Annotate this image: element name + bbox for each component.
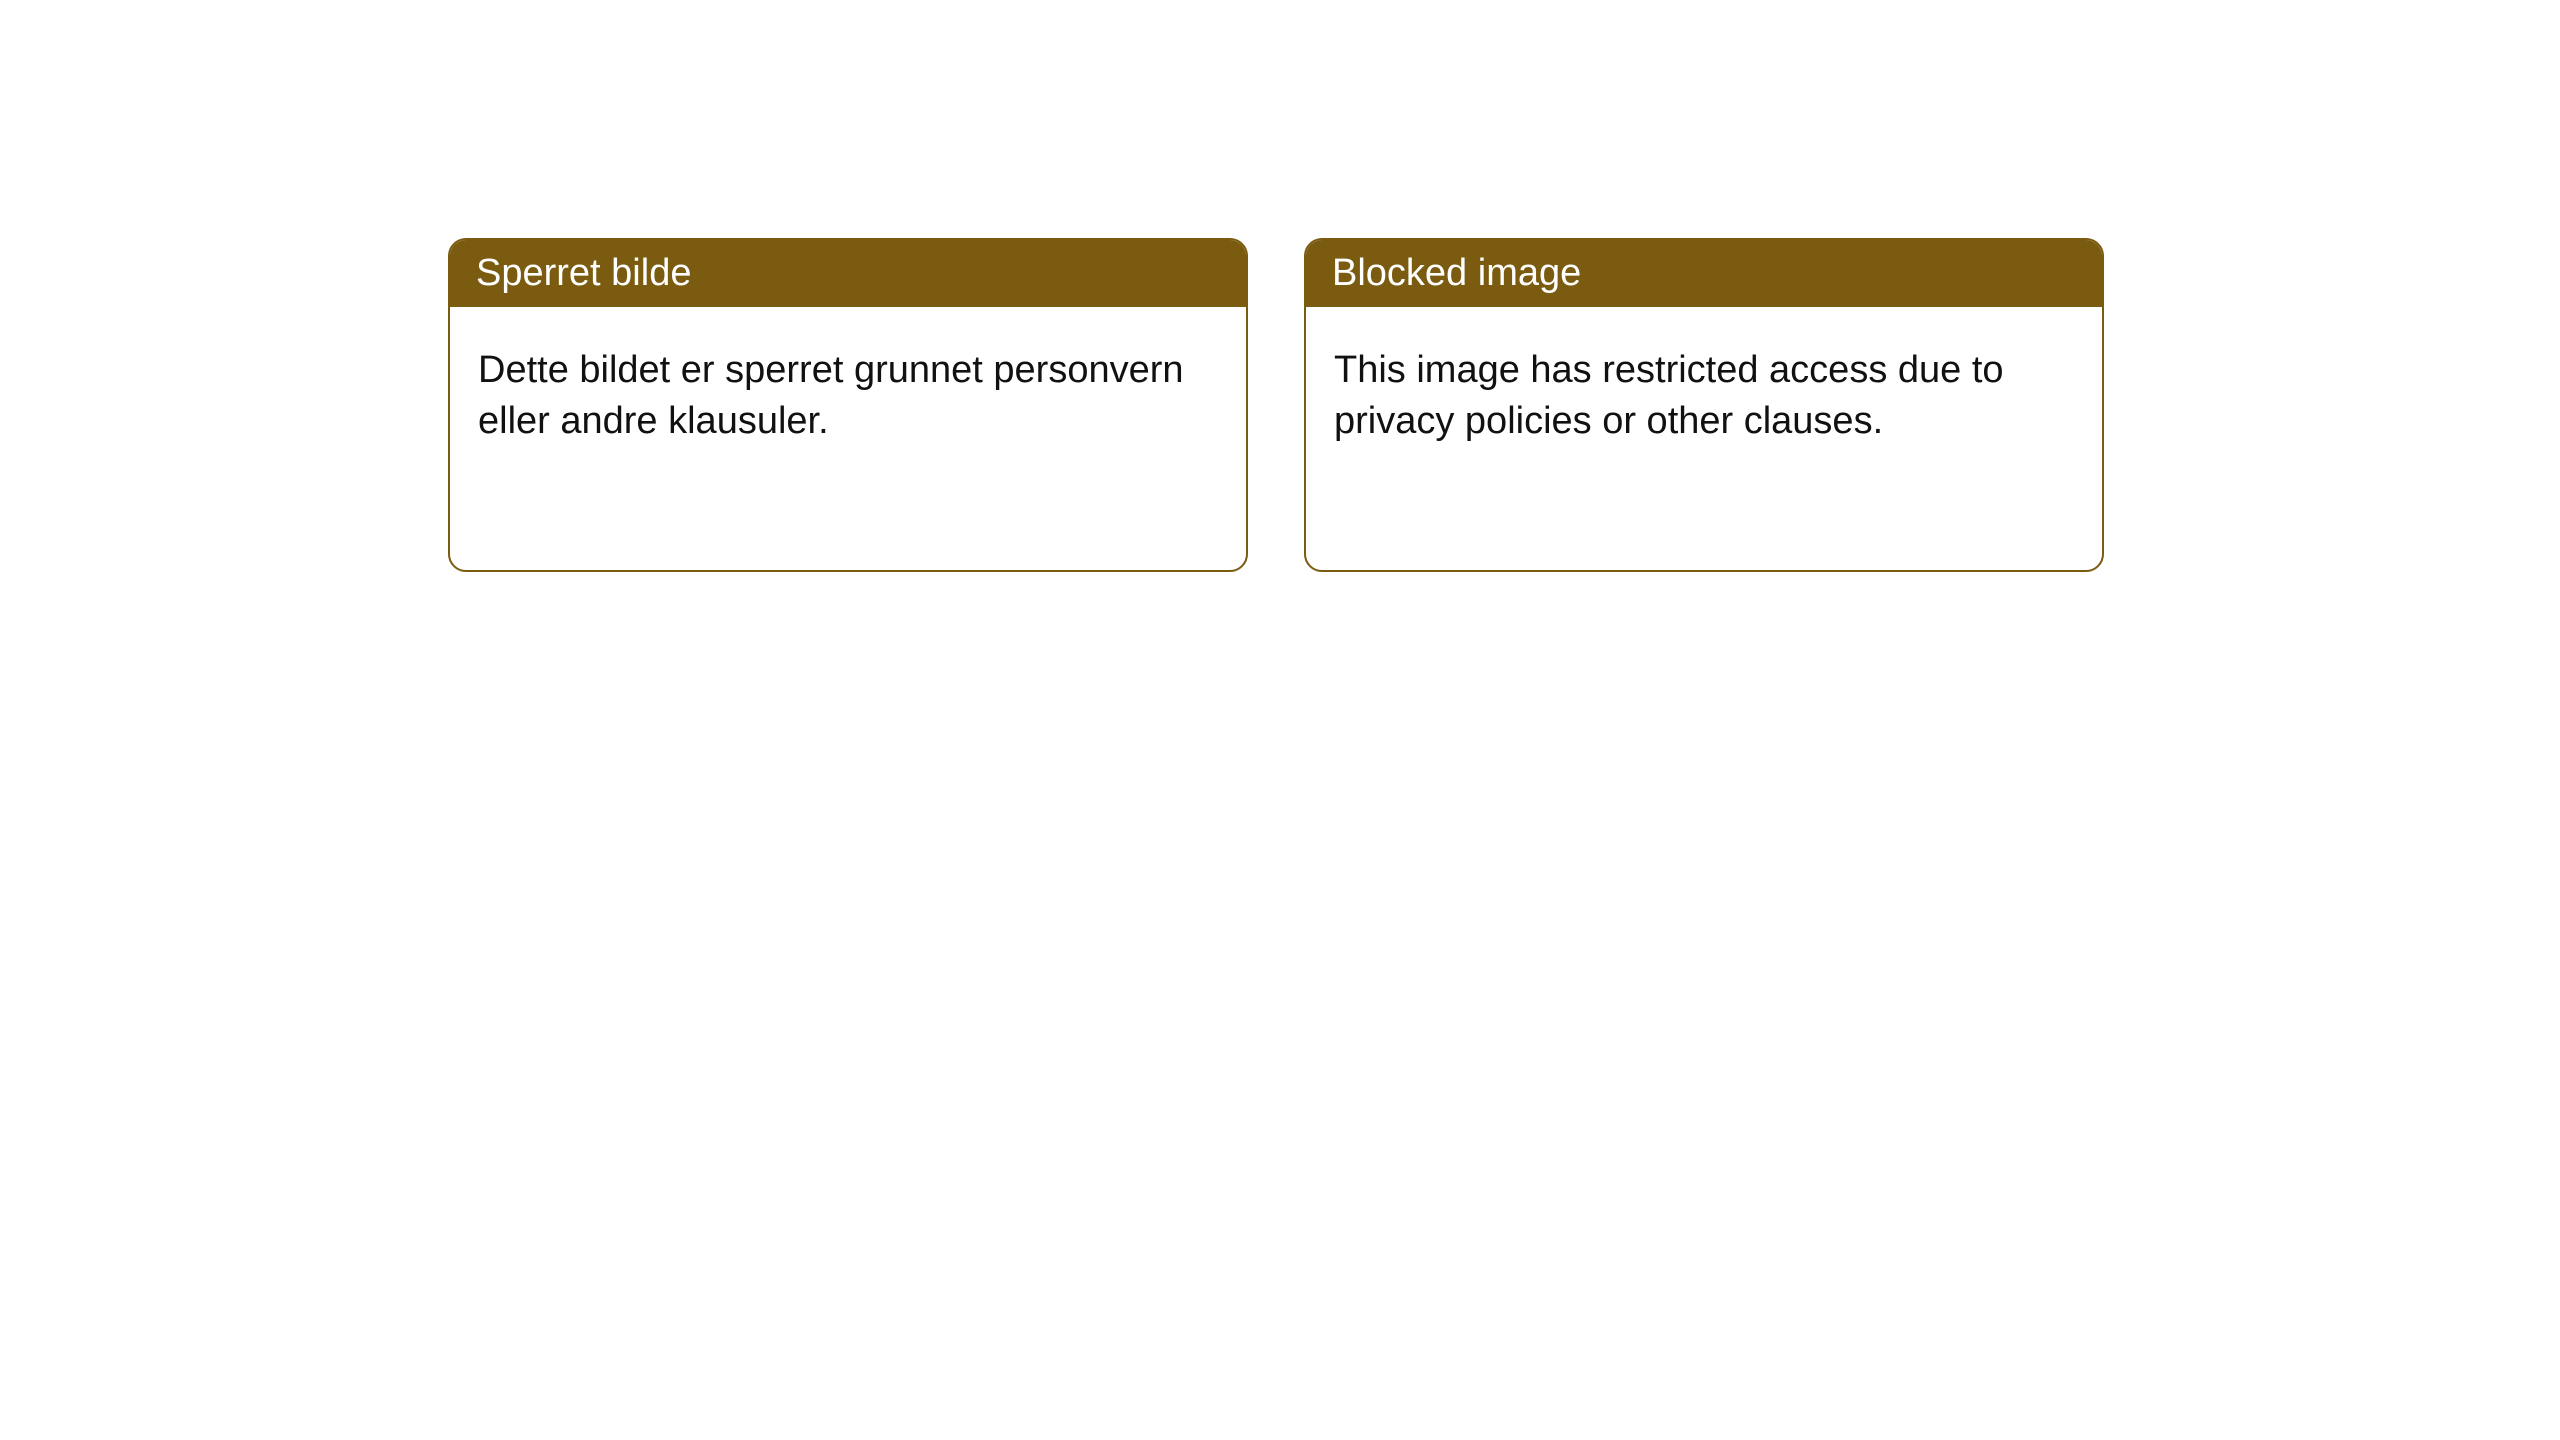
notice-card-norwegian: Sperret bilde Dette bildet er sperret gr… [448,238,1248,572]
card-body-text: This image has restricted access due to … [1334,349,2004,442]
card-title: Sperret bilde [476,252,691,294]
card-title: Blocked image [1332,252,1581,294]
notice-card-english: Blocked image This image has restricted … [1304,238,2104,572]
card-header: Blocked image [1306,240,2102,307]
card-header: Sperret bilde [450,240,1246,307]
card-body: This image has restricted access due to … [1306,307,2102,486]
notice-cards-container: Sperret bilde Dette bildet er sperret gr… [448,238,2104,572]
card-body-text: Dette bildet er sperret grunnet personve… [478,349,1184,442]
card-body: Dette bildet er sperret grunnet personve… [450,307,1246,486]
